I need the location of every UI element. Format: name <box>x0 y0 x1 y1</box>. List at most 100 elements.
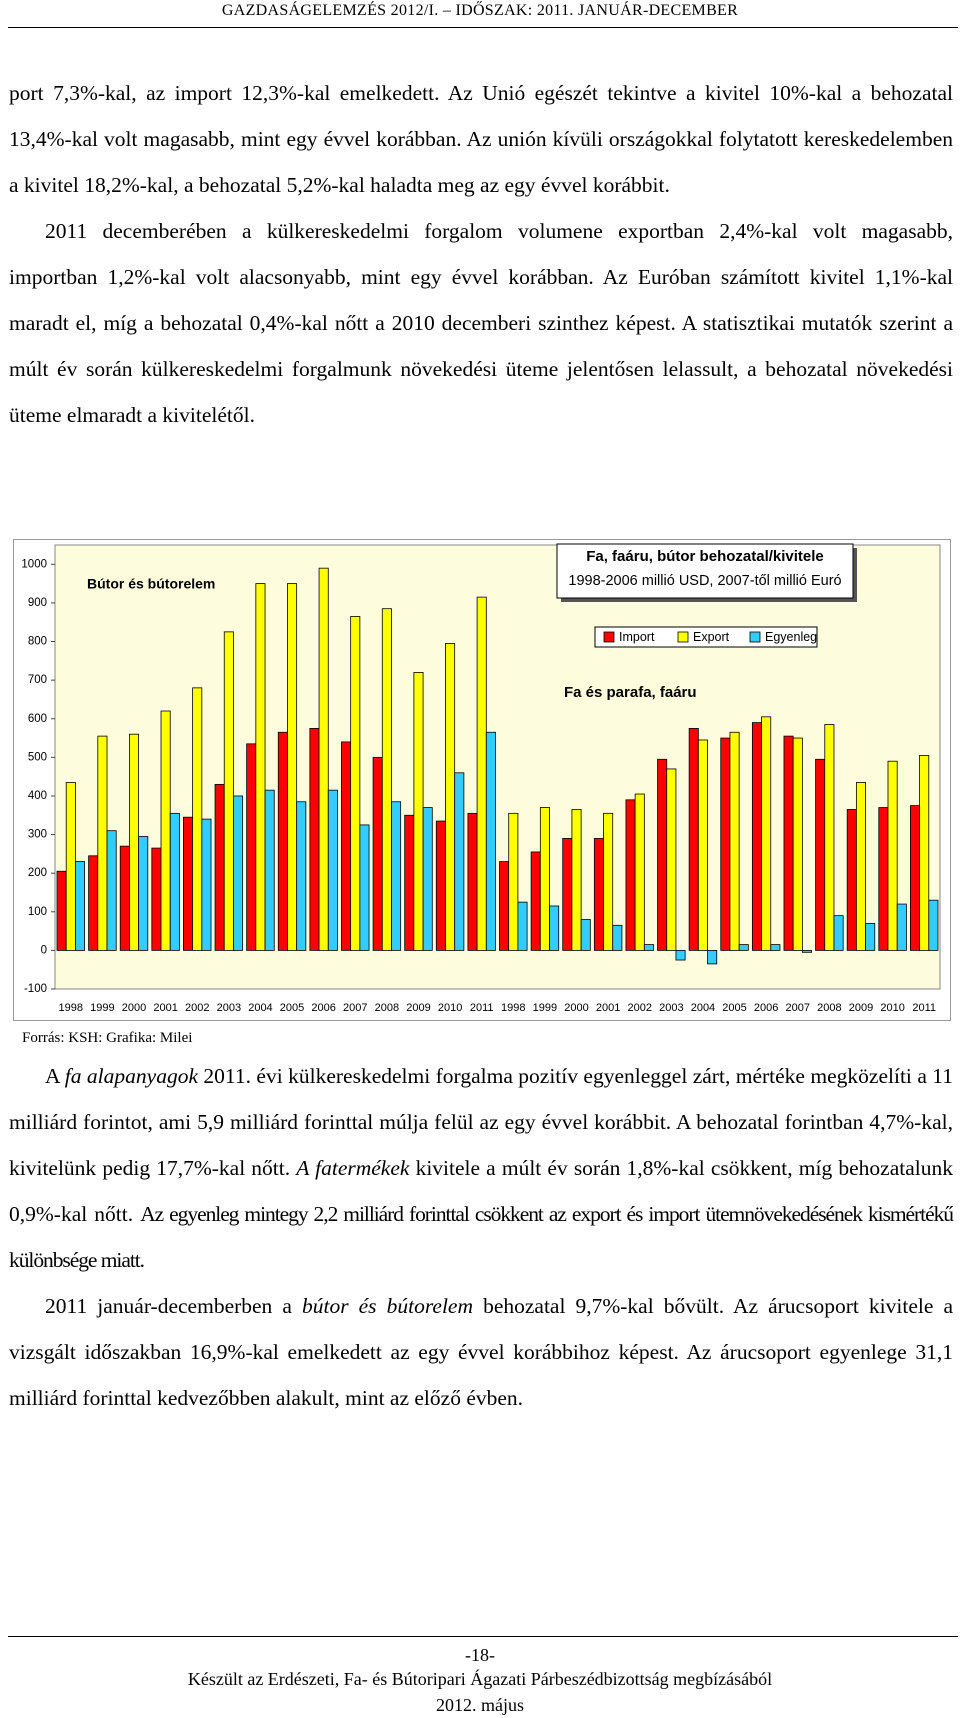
bar <box>246 743 257 951</box>
chart-subtitle: 1998-2006 millió USD, 2007-től millió Eu… <box>568 573 841 589</box>
paragraph: 2011 decemberében a külkereskedelmi forg… <box>9 208 953 438</box>
legend-label: Egyenleg <box>765 630 817 644</box>
x-tick-label: 2004 <box>248 1002 272 1014</box>
bar <box>201 818 212 951</box>
bar <box>720 737 731 951</box>
x-tick-label: 2009 <box>849 1002 873 1014</box>
bar <box>909 805 920 951</box>
bar <box>160 710 171 951</box>
bar <box>413 672 424 951</box>
bar <box>350 616 361 951</box>
x-tick-label: 1998 <box>59 1002 83 1014</box>
bar <box>372 756 383 951</box>
x-tick-label: 2002 <box>627 1002 651 1014</box>
legend-label: Import <box>619 630 655 644</box>
legend: Import Export Egyenleg <box>603 630 817 644</box>
bar <box>129 733 140 951</box>
bar <box>562 838 573 951</box>
bar <box>783 735 794 951</box>
x-tick-label: 2006 <box>754 1002 778 1014</box>
x-tick-label: 1998 <box>501 1002 525 1014</box>
bar <box>657 758 668 951</box>
bar <box>309 727 320 951</box>
bar <box>919 755 930 951</box>
bar <box>296 801 307 951</box>
chart: Fa, faáru, bútor behozatal/kivitele 1998… <box>13 539 951 1021</box>
bar <box>530 851 541 951</box>
bar <box>318 567 329 951</box>
bar <box>341 741 352 951</box>
source-note: Forrás: KSH: Grafika: Milei <box>22 1030 193 1046</box>
bar <box>792 737 803 951</box>
bar <box>255 583 266 951</box>
bar <box>634 793 645 951</box>
bar <box>422 807 433 951</box>
running-header: GAZDASÁGELEMZÉS 2012/I. – IDŐSZAK: 2011.… <box>221 2 739 19</box>
footer-line: 2012. május <box>436 1695 524 1715</box>
legend-box <box>594 626 818 648</box>
bar <box>539 807 550 951</box>
bar <box>435 820 446 951</box>
paragraph: 2011 január-decemberben a bútor és bútor… <box>9 1283 953 1421</box>
bar <box>106 830 117 951</box>
bar <box>865 922 876 951</box>
bar <box>88 855 99 951</box>
bar <box>801 949 812 953</box>
y-tick-label: 1000 <box>21 558 47 570</box>
bar <box>508 812 519 951</box>
bar <box>233 795 244 951</box>
bar <box>467 812 478 951</box>
x-tick-label: 2008 <box>817 1002 841 1014</box>
legend-label: Export <box>693 630 730 644</box>
bar <box>381 608 392 951</box>
bar <box>169 812 180 951</box>
paragraph: A fa alapanyagok 2011. évi külkereskedel… <box>9 1053 954 1283</box>
x-tick-label: 2000 <box>122 1002 146 1014</box>
x-tick-label: 2011 <box>470 1002 494 1014</box>
text-run-italic: A fatermékek <box>296 1156 410 1180</box>
x-tick-label: 2000 <box>564 1002 588 1014</box>
bar <box>192 687 203 951</box>
bar <box>264 789 275 951</box>
y-tick-label: 200 <box>28 867 47 879</box>
header-rule <box>8 27 958 28</box>
bar <box>223 631 234 951</box>
legend-swatch <box>749 631 761 643</box>
bar <box>327 789 338 951</box>
x-tick-label: 2001 <box>596 1002 620 1014</box>
legend-swatch <box>603 631 615 643</box>
x-tick-label: 2011 <box>912 1002 936 1014</box>
bar <box>625 799 636 951</box>
bar <box>214 783 225 951</box>
page-number: -18- <box>465 1645 495 1665</box>
bar <box>119 845 130 951</box>
bar <box>815 758 826 951</box>
bar <box>697 739 708 951</box>
y-tick-label: -100 <box>24 983 47 995</box>
bar <box>277 731 288 951</box>
bar <box>855 782 866 951</box>
bar <box>738 944 749 951</box>
bar <box>833 915 844 951</box>
plot: -100 0 100 200 300 400 500 600 700 800 900 1000 1998… <box>21 558 939 1014</box>
bar <box>761 716 772 951</box>
text-run: 2011 január-decemberben a <box>45 1294 302 1318</box>
title-box <box>556 543 854 599</box>
bar <box>97 735 108 951</box>
y-tick-label: 100 <box>28 906 47 918</box>
text-run: 2011. évi külkereskedelmi forgalma pozit… <box>9 1064 954 1180</box>
x-tick-label: 2003 <box>217 1002 241 1014</box>
x-tick-label: 2001 <box>153 1002 177 1014</box>
bar <box>138 836 149 951</box>
bar <box>359 824 370 951</box>
text-run: A <box>45 1064 65 1088</box>
text-run: 2011 decemberében a külkereskedelmi forg… <box>9 219 953 427</box>
y-tick-label: 300 <box>28 829 47 841</box>
footer-rule <box>8 1636 958 1637</box>
y-tick-label: 400 <box>28 790 47 802</box>
bar <box>75 861 86 951</box>
bar <box>183 816 194 951</box>
bar <box>603 812 614 951</box>
bar <box>770 944 781 951</box>
